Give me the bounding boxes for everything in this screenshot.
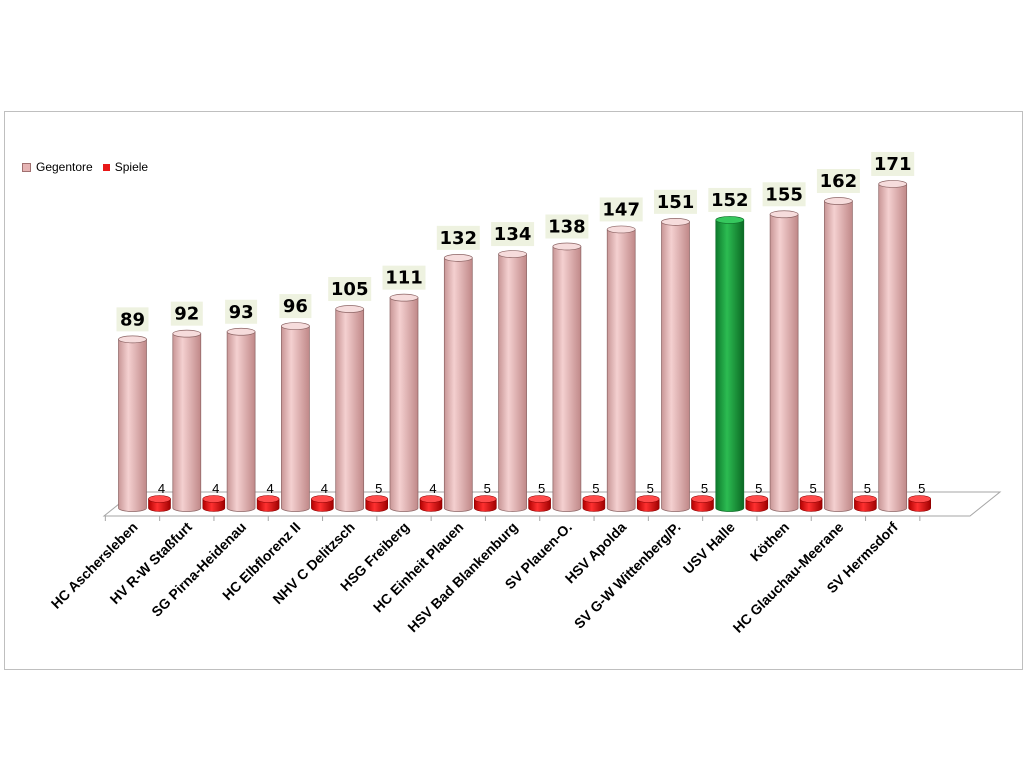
- spiele-value-label: 4: [158, 481, 165, 496]
- value-label-box: [328, 277, 372, 302]
- spiele-value-label: 5: [701, 481, 708, 496]
- spiele-bar-sv-g-w-wittenberg-p: [691, 495, 714, 512]
- gegentore-bar-hc-aschersleben: [118, 335, 147, 512]
- gegentore-bar-sv-g-w-wittenberg-p: [661, 218, 690, 512]
- category-label-sv-g-w-wittenberg-p: SV G-W Wittenberg/P.: [571, 519, 684, 632]
- spiele-value-label: 5: [864, 481, 871, 496]
- legend-swatch-spiele: [102, 163, 110, 171]
- spiele-value-label: 5: [538, 481, 545, 496]
- value-label-box: [654, 189, 697, 214]
- spiele-bar-sg-pirna-heidenau: [256, 495, 280, 512]
- spiele-value-label: 5: [592, 481, 599, 496]
- value-label-box: [436, 225, 480, 250]
- spiele-bar-hsv-bad-blankenburg: [528, 495, 551, 512]
- gegentore-bar-hsg-freiberg: [389, 293, 419, 512]
- spiele-value-label: 4: [321, 481, 328, 496]
- gegentore-bar-hc-glauchau-meerane: [824, 197, 853, 512]
- gegentore-value-label: 89: [120, 309, 145, 330]
- spiele-bar-hv-r-w-stassfurt: [202, 495, 226, 512]
- gegentore-value-label: 171: [874, 154, 912, 175]
- legend-label-spiele: Spiele: [114, 160, 149, 174]
- series-gegentore: [118, 180, 908, 512]
- gegentore-bar-hc-einheit-plauen: [443, 254, 473, 512]
- value-label-box: [279, 294, 312, 319]
- spiele-value-label: 5: [484, 481, 491, 496]
- gegentore-value-label: 162: [820, 171, 858, 192]
- gegentore-value-label: 105: [331, 279, 369, 300]
- spiele-bar-hsv-apolda: [636, 495, 660, 512]
- gegentore-bar-sg-pirna-heidenau: [226, 327, 256, 512]
- spiele-bar-hc-elbflorenz-ii: [311, 495, 334, 512]
- value-label-box: [708, 187, 752, 212]
- spiele-bar-kothen: [799, 495, 823, 512]
- gegentore-value-label: 152: [711, 190, 749, 211]
- value-label-box: [382, 265, 426, 290]
- gegentore-value-label: 155: [765, 184, 803, 205]
- gegentore-bar-hc-elbflorenz-ii: [281, 322, 310, 512]
- gegentore-bar-hsv-bad-blankenburg: [498, 250, 527, 512]
- spiele-bar-nhv-c-delitzsch: [365, 495, 389, 512]
- legend-label-gegentore: Gegentore: [36, 160, 93, 174]
- spiele-bar-sv-hermsdorf: [908, 495, 932, 512]
- x-axis-ticks: [104, 516, 921, 521]
- series-spiele: [148, 495, 932, 512]
- spiele-value-label: 4: [212, 481, 219, 496]
- spiele-bar-hc-glauchau-meerane: [854, 495, 877, 512]
- spiele-bar-usv-halle: [745, 495, 769, 512]
- gegentore-bar-nhv-c-delitzsch: [335, 305, 365, 512]
- spiele-value-label: 4: [266, 481, 273, 496]
- gegentore-value-label: 111: [385, 268, 423, 289]
- gegentore-bar-sv-hermsdorf: [878, 180, 908, 512]
- value-label-box: [116, 307, 149, 332]
- category-label-usv-halle: USV Halle: [680, 519, 738, 577]
- value-label-box: [170, 301, 203, 326]
- legend-swatch-gegentore: [22, 162, 31, 172]
- value-label-box: [491, 222, 535, 247]
- spiele-value-label: 4: [429, 481, 436, 496]
- spiele-value-label: 5: [809, 481, 816, 496]
- chart-legend: Gegentore Spiele: [22, 160, 158, 174]
- gegentore-value-label: 138: [548, 216, 586, 237]
- gegentore-value-label: 134: [494, 224, 532, 245]
- legend-entry-gegentore: Gegentore: [22, 160, 93, 174]
- gegentore-bar-hv-r-w-stassfurt: [172, 329, 202, 512]
- value-label-box: [871, 151, 915, 176]
- gegentore-bar-sv-plauen-o: [552, 242, 582, 512]
- value-label-box: [762, 182, 806, 207]
- value-label-box: [599, 197, 643, 222]
- legend-entry-spiele: Spiele: [102, 160, 149, 174]
- category-label-kothen: Köthen: [747, 519, 792, 564]
- gegentore-value-label: 96: [283, 296, 308, 317]
- spiele-value-label: 5: [375, 481, 382, 496]
- category-label-hsv-bad-blankenburg: HSV Bad Blankenburg: [404, 519, 520, 635]
- value-label-box: [225, 299, 258, 324]
- spiele-value-label: 5: [755, 481, 762, 496]
- category-label-sg-pirna-heidenau: SG Pirna-Heidenau: [148, 519, 249, 620]
- gegentore-value-label: 151: [657, 192, 695, 213]
- value-label-box: [545, 214, 589, 239]
- gegentore-value-label: 92: [174, 304, 199, 325]
- spiele-bar-hc-einheit-plauen: [473, 495, 497, 512]
- spiele-value-label: 5: [918, 481, 925, 496]
- category-label-hc-einheit-plauen: HC Einheit Plauen: [370, 519, 467, 616]
- gegentore-bar-kothen: [769, 210, 799, 512]
- category-label-hc-glauchau-meerane: HC Glauchau-Meerane: [730, 519, 847, 636]
- spiele-bar-hc-aschersleben: [148, 495, 171, 512]
- gegentore-value-label: 147: [602, 199, 640, 220]
- data-labels: 4 89 4 92 4 93 4 96 5 105 4 111 5 132 5 134 5 138 5 147 5 151…: [116, 151, 925, 496]
- spiele-bar-sv-plauen-o: [582, 495, 606, 512]
- value-label-box: [816, 169, 860, 194]
- spiele-value-label: 5: [647, 481, 654, 496]
- gegentore-value-label: 132: [440, 228, 478, 249]
- gegentore-bar-usv-halle: [715, 216, 745, 512]
- gegentore-value-label: 93: [229, 302, 254, 323]
- gegentore-bar-hsv-apolda: [606, 225, 636, 512]
- spiele-bar-hsg-freiberg: [419, 495, 443, 512]
